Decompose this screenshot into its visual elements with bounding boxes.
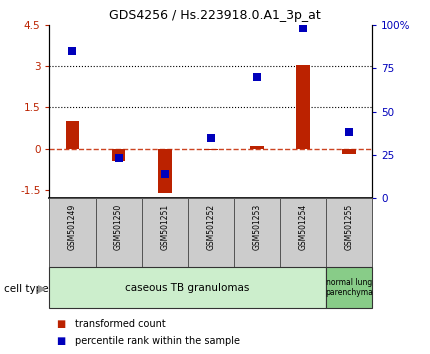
Bar [49, 267, 326, 308]
Text: GSM501253: GSM501253 [252, 204, 261, 250]
Bar [296, 65, 310, 149]
Bar [326, 267, 372, 308]
Text: transformed count: transformed count [75, 319, 166, 329]
Bar [250, 147, 264, 149]
Bar [112, 149, 126, 161]
Text: cell type: cell type [4, 284, 49, 293]
Bar [280, 198, 326, 267]
Point [161, 171, 168, 177]
Text: GSM501249: GSM501249 [68, 204, 77, 250]
Point [115, 155, 122, 161]
Text: GDS4256 / Hs.223918.0.A1_3p_at: GDS4256 / Hs.223918.0.A1_3p_at [109, 9, 321, 22]
Bar [158, 149, 172, 193]
Bar [187, 198, 234, 267]
Bar [234, 198, 280, 267]
Text: caseous TB granulomas: caseous TB granulomas [126, 282, 250, 293]
Bar [342, 149, 356, 154]
Text: GSM501251: GSM501251 [160, 204, 169, 250]
Text: GSM501250: GSM501250 [114, 204, 123, 250]
Bar [204, 149, 218, 150]
Text: GSM501252: GSM501252 [206, 204, 215, 250]
Point [253, 74, 260, 80]
Point [207, 135, 214, 140]
Bar [326, 198, 372, 267]
Text: normal lung
parenchyma: normal lung parenchyma [325, 278, 373, 297]
Text: ▶: ▶ [38, 284, 46, 293]
Bar [95, 198, 141, 267]
Bar [141, 198, 187, 267]
Text: ■: ■ [56, 336, 65, 346]
Text: GSM501255: GSM501255 [344, 204, 353, 250]
Text: GSM501254: GSM501254 [298, 204, 307, 250]
Point [345, 130, 352, 135]
Point [299, 25, 306, 31]
Point [69, 48, 76, 53]
Text: ■: ■ [56, 319, 65, 329]
Text: percentile rank within the sample: percentile rank within the sample [75, 336, 240, 346]
Bar [65, 121, 80, 149]
Bar [49, 198, 95, 267]
